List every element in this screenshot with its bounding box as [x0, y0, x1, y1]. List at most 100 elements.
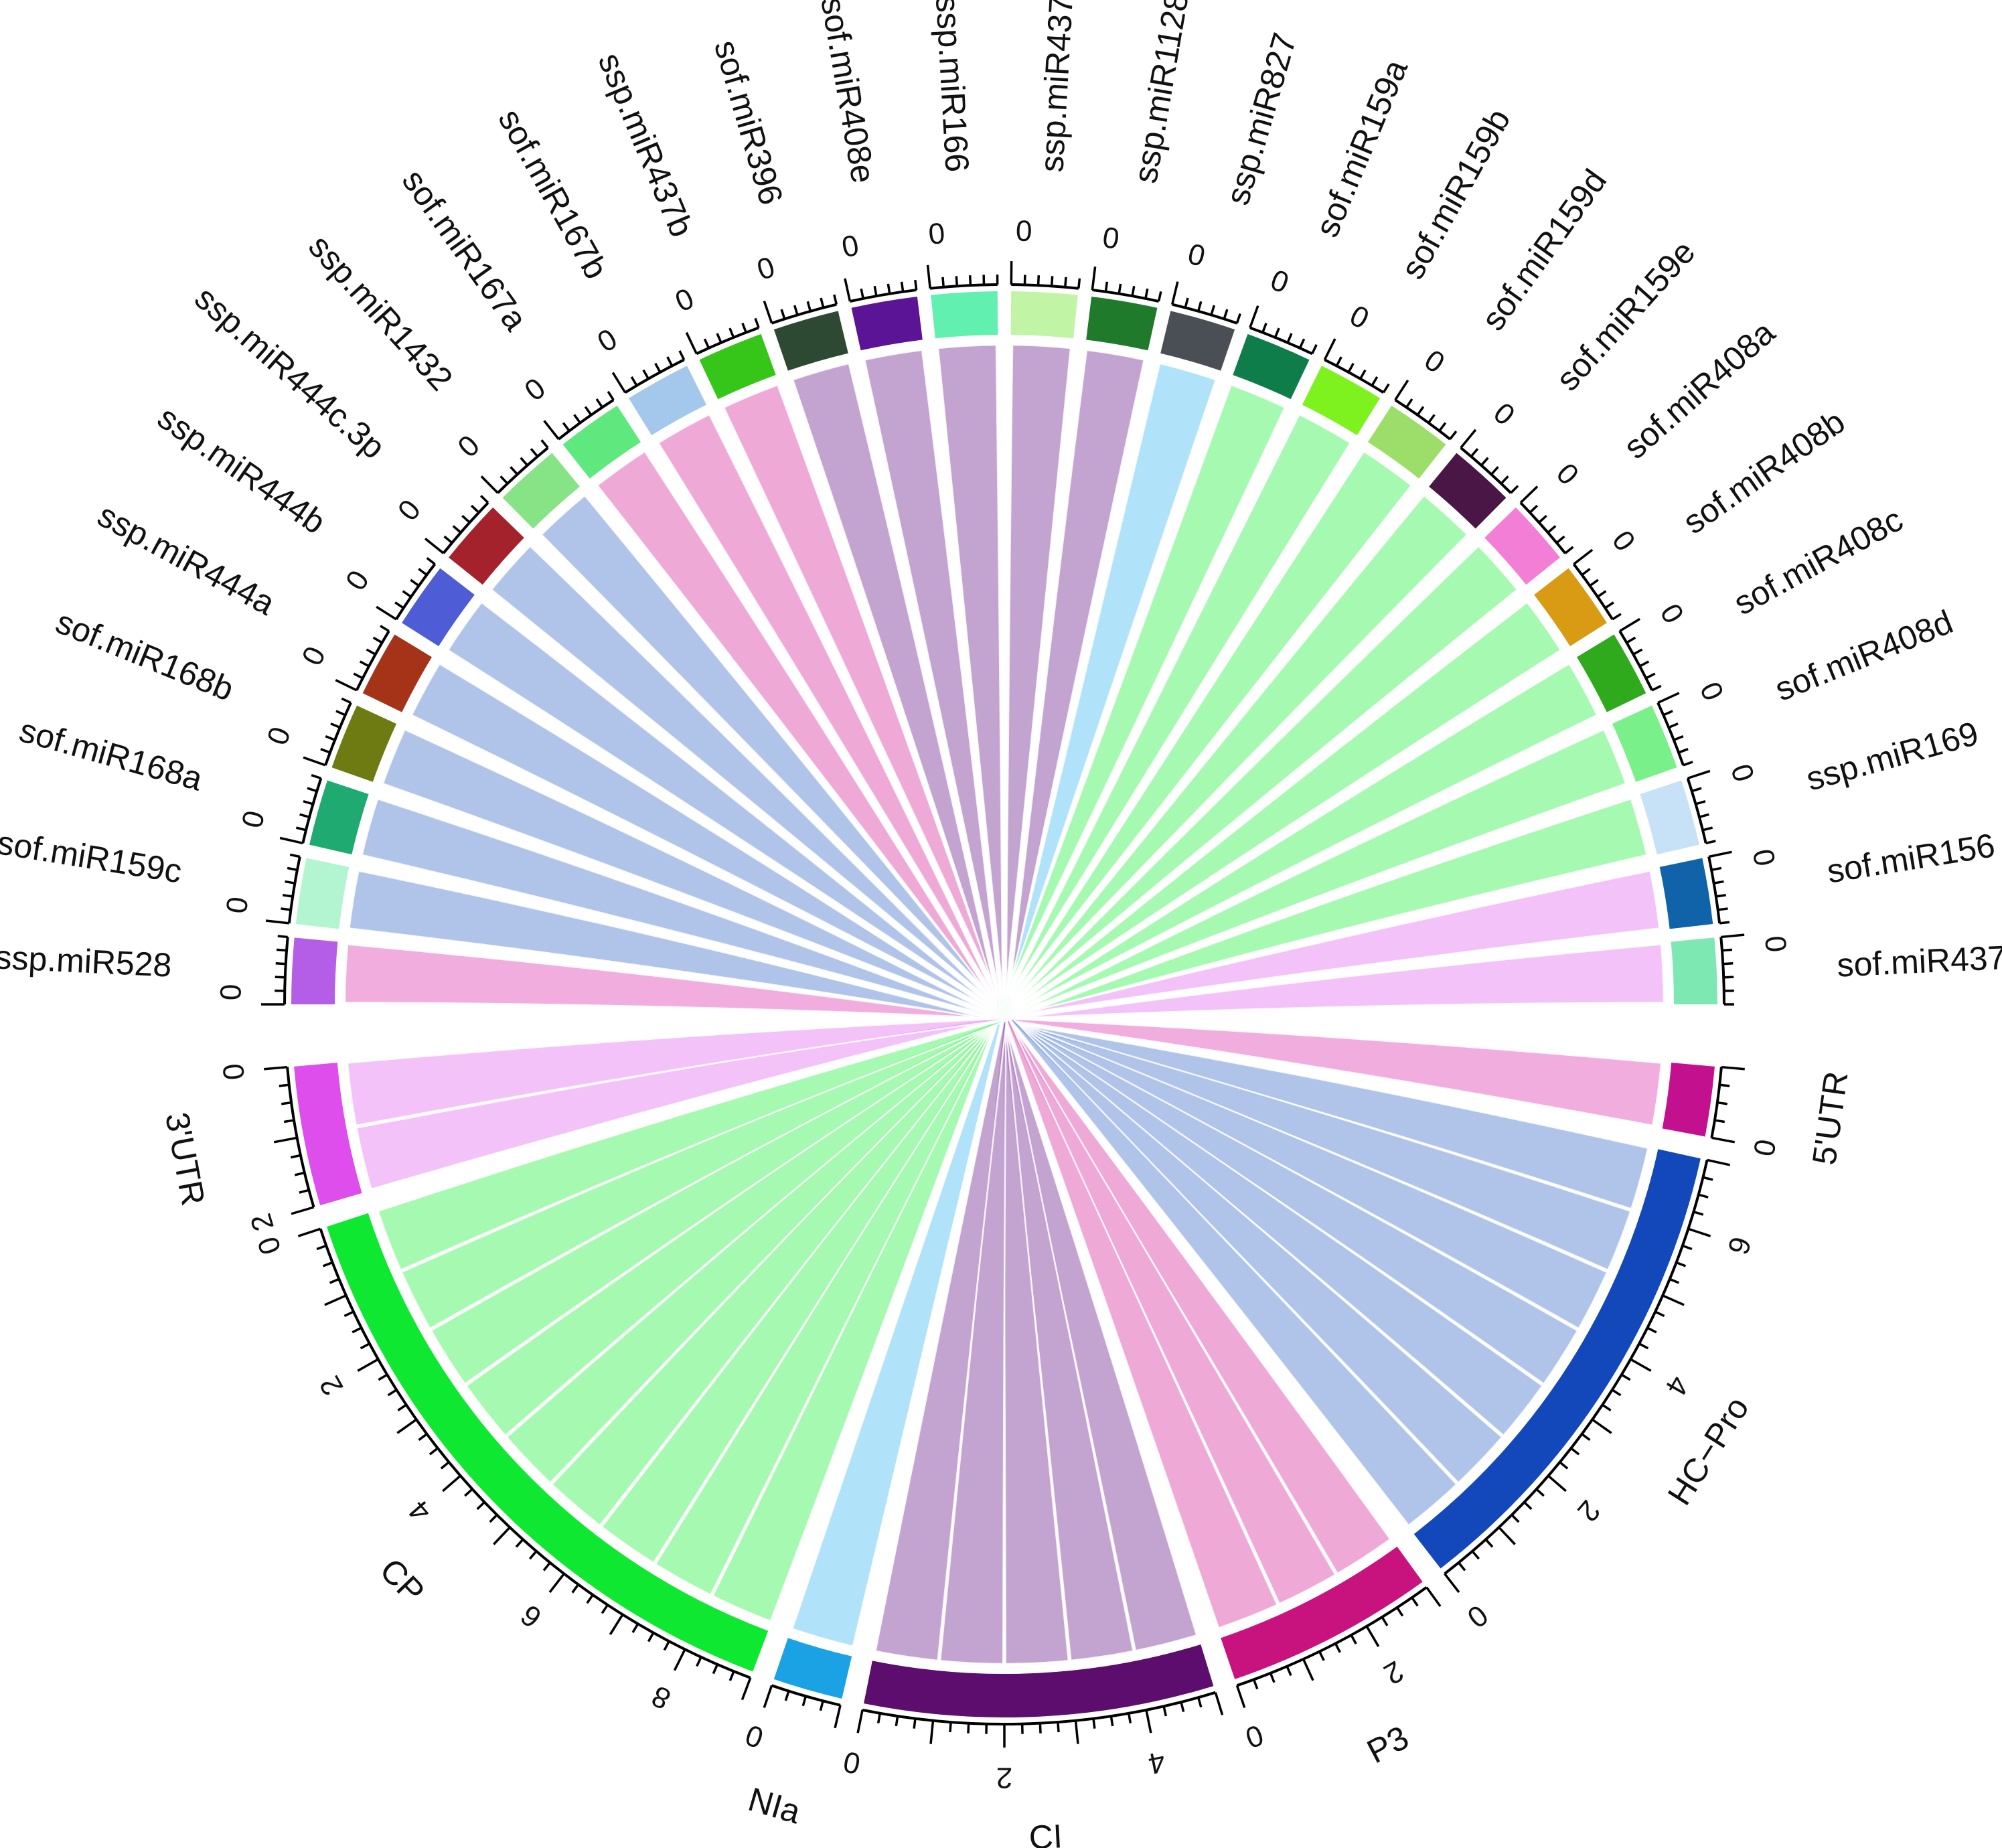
- tick-mark: [914, 279, 918, 291]
- tick-mark: [806, 301, 812, 312]
- tick-label: 0: [927, 217, 947, 251]
- tick-mark: [1519, 485, 1539, 504]
- label-ssp-mir528: ssp.miR528: [0, 938, 173, 984]
- tick-label: 4: [1146, 1745, 1168, 1780]
- tick-mark: [1145, 1709, 1152, 1734]
- tick-mark: [480, 495, 489, 504]
- tick-mark: [1715, 893, 1726, 898]
- tick-label: 2: [1379, 1654, 1409, 1691]
- sector-sof-mir408b: [1534, 568, 1607, 647]
- tick-mark: [1394, 379, 1409, 401]
- tick-mark: [1038, 1723, 1042, 1734]
- tick-mark: [1214, 1692, 1224, 1715]
- tick-mark: [678, 350, 686, 361]
- tick-mark: [1480, 457, 1489, 467]
- tick-mark: [542, 1561, 551, 1571]
- tick-mark: [929, 1720, 935, 1744]
- tick-mark: [528, 1550, 538, 1560]
- sector-layer: [291, 291, 1717, 1718]
- tick-mark: [754, 317, 760, 329]
- tick-mark: [543, 420, 560, 440]
- sector-ssp-mir169: [1640, 780, 1699, 855]
- ribbon-sof-mir437c-to-3-utr: [346, 943, 1665, 1127]
- tick-mark: [299, 813, 310, 818]
- tick-mark: [376, 605, 397, 621]
- label-sof-mir168a: sof.miR168a: [15, 711, 207, 798]
- tick-mark: [1682, 1244, 1693, 1251]
- tick-label: 0: [295, 641, 332, 671]
- tick-mark: [1673, 735, 1684, 741]
- tick-mark: [1646, 1326, 1657, 1334]
- tick-mark: [741, 322, 747, 333]
- tick-mark: [1693, 1211, 1704, 1216]
- tick-mark: [1683, 761, 1693, 767]
- sector-sof-mir159e: [1429, 453, 1507, 529]
- ribbon-ssp-mir437b-to-p3: [722, 384, 1279, 1630]
- sector-sof-mir167a: [562, 405, 641, 479]
- tick-mark: [1471, 1550, 1480, 1560]
- tick-mark: [1632, 648, 1643, 656]
- tick-mark: [1691, 787, 1702, 793]
- tick-label: 2: [996, 1762, 1012, 1794]
- tick-mark: [1611, 1389, 1622, 1397]
- ribbon-ssp-mir444c-3p-to-hc-pro: [490, 544, 1503, 1484]
- ribbon-sof-mir159c-to-hc-pro: [348, 870, 1649, 1211]
- tick-mark: [264, 1065, 288, 1071]
- tick-mark: [1249, 305, 1259, 329]
- tick-mark: [1657, 692, 1680, 704]
- tick-mark: [712, 1664, 718, 1675]
- tick-mark: [607, 390, 615, 401]
- tick-mark: [297, 1227, 321, 1237]
- tick-mark: [283, 893, 293, 898]
- label-ci: CI: [1028, 1817, 1063, 1848]
- tick-mark: [1104, 281, 1109, 292]
- tick-mark: [1547, 525, 1557, 534]
- tick-label: 0: [1015, 215, 1032, 248]
- sector-sof-mir168b: [331, 705, 397, 782]
- tick-mark: [1721, 933, 1745, 939]
- tick-mark: [1695, 800, 1706, 805]
- tick-label: 2: [313, 1371, 350, 1401]
- axis-sof-mir408b: [1572, 563, 1614, 621]
- tick-mark: [1438, 422, 1447, 432]
- tick-mark: [290, 1154, 301, 1159]
- ribbon-ssp-mir1128-to-ci: [874, 349, 1146, 1662]
- tick-mark: [1604, 601, 1614, 609]
- tick-mark: [1382, 383, 1390, 394]
- tick-mark: [1274, 327, 1280, 338]
- tick-mark: [410, 579, 420, 587]
- tick-label: 0: [840, 1745, 863, 1780]
- sector-ssp-mir827: [1160, 311, 1235, 371]
- sector-p3: [1221, 1546, 1423, 1679]
- tick-mark: [343, 1310, 354, 1318]
- tick-mark: [357, 1358, 379, 1372]
- tick-mark: [573, 414, 581, 424]
- tick-mark: [520, 457, 528, 467]
- ribbon-ssp-mir528-to-5-utr: [343, 943, 1663, 1127]
- tick-mark: [1286, 1665, 1292, 1677]
- ribbon-sof-mir159a-to-cp: [711, 384, 1286, 1622]
- tick-mark: [1717, 907, 1728, 911]
- tick-mark: [325, 735, 335, 741]
- tick-mark: [311, 774, 321, 780]
- label-ssp-mir437b: ssp.miR437b: [591, 48, 701, 242]
- tick-mark: [1687, 1227, 1711, 1237]
- sector-nia: [773, 1638, 852, 1699]
- tick-mark: [1109, 1715, 1114, 1727]
- label-ssp-mir166: ssp.miR166: [929, 0, 976, 173]
- tick-mark: [276, 948, 287, 952]
- tick-mark: [1180, 1701, 1185, 1713]
- tick-mark: [1197, 1697, 1203, 1708]
- tick-label: 4: [1659, 1371, 1695, 1401]
- tick-mark: [464, 1488, 473, 1497]
- label-ssp-mir444a: ssp.miR444a: [92, 496, 281, 623]
- tick-label: 4: [402, 1494, 438, 1528]
- tick-mark: [360, 1342, 370, 1350]
- label-ssp-mir437a: ssp.miR437a: [1032, 0, 1081, 173]
- tick-mark: [1713, 880, 1724, 884]
- ribbon-ssp-mir1432-to-hc-pro: [540, 494, 1458, 1527]
- tick-mark: [322, 1261, 333, 1267]
- tick-mark: [1708, 850, 1732, 858]
- tick-mark: [372, 636, 383, 644]
- tick-mark: [630, 376, 638, 386]
